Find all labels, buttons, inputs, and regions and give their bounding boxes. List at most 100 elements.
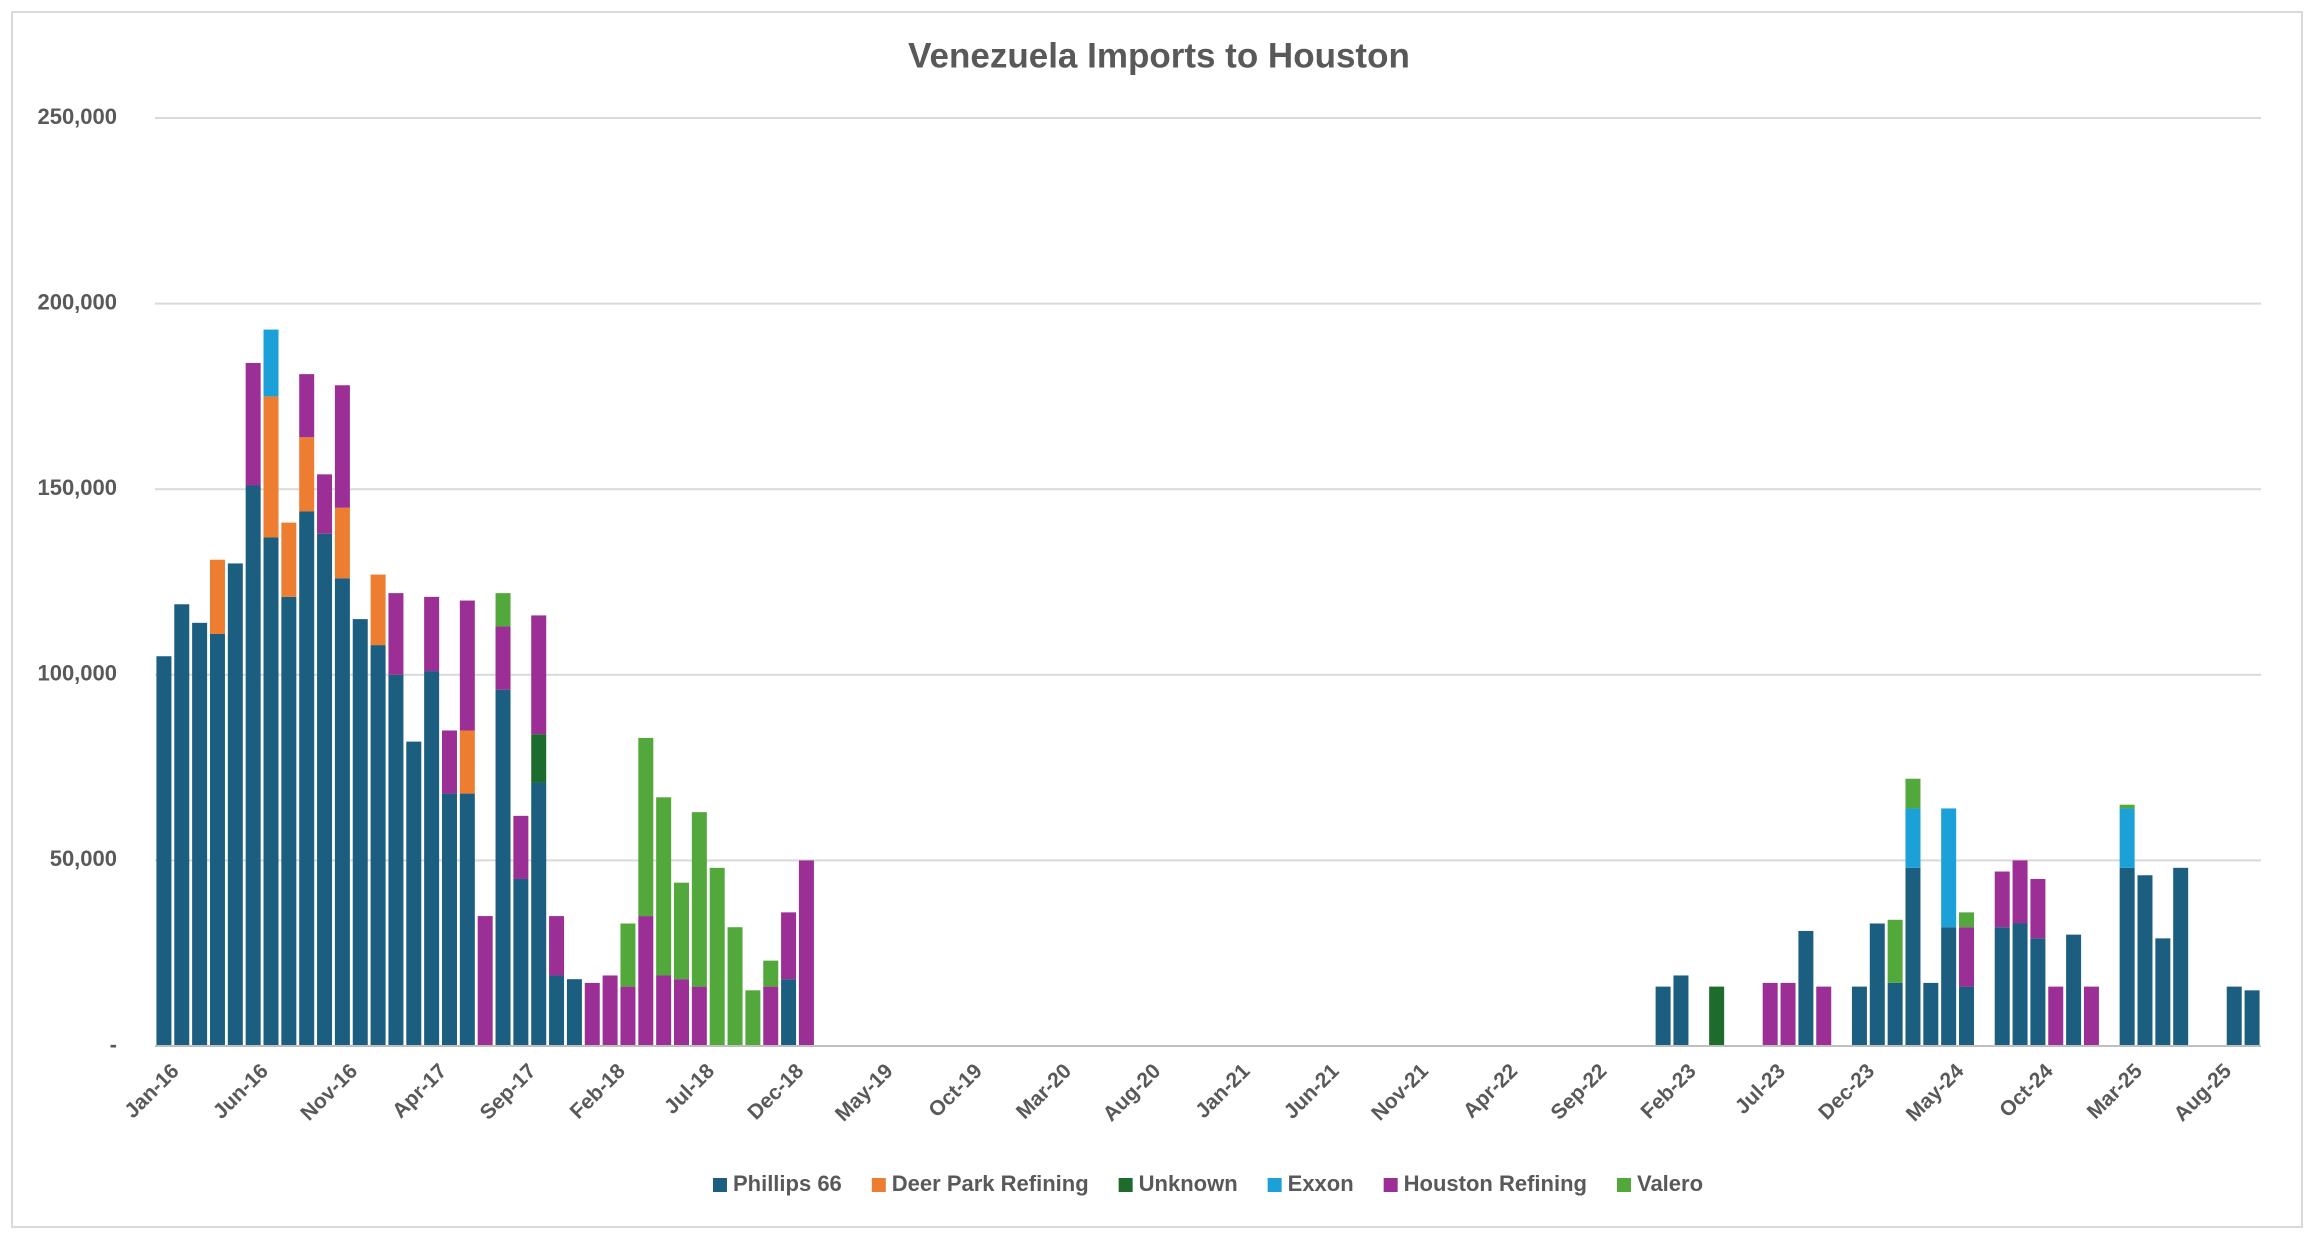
bar-segment	[691, 986, 707, 1046]
bar-segment	[227, 563, 243, 1046]
legend-label: Phillips 66	[733, 1171, 842, 1196]
bar-segment	[1762, 982, 1778, 1046]
bar-segment	[602, 975, 618, 1046]
bar-segment	[299, 437, 315, 512]
bar-segment	[531, 615, 547, 735]
bar-segment	[798, 860, 814, 1046]
bar-segment	[763, 986, 779, 1046]
legend-swatch	[871, 1178, 886, 1192]
bar-segment	[656, 975, 672, 1046]
bar-segment	[2119, 804, 2135, 809]
bar-segment	[495, 593, 511, 627]
bar-segment	[2030, 878, 2046, 939]
bar-segment	[1941, 927, 1957, 1046]
bar-segment	[1905, 808, 1921, 868]
bar-segment	[352, 619, 368, 1046]
bar-segment	[2030, 938, 2046, 1046]
bar-segment	[281, 596, 297, 1046]
bar-segment	[1655, 986, 1671, 1046]
bar-segment	[620, 923, 636, 987]
bar-segment	[156, 656, 172, 1046]
bar-segment	[2066, 934, 2082, 1046]
y-tick-label: 50,000	[50, 846, 117, 871]
y-tick-label: 100,000	[37, 661, 117, 686]
bar-segment	[317, 533, 333, 1046]
legend-swatch	[1383, 1178, 1398, 1192]
bar-segment	[674, 979, 689, 1046]
legend-label: Unknown	[1139, 1171, 1238, 1196]
legend-label: Houston Refining	[1404, 1171, 1587, 1196]
bar-segment	[441, 730, 457, 794]
bar-segment	[531, 734, 547, 783]
bar-segment	[174, 604, 190, 1046]
bar-segment	[388, 674, 404, 1046]
bar-segment	[2012, 923, 2028, 1046]
bar-segment	[1673, 975, 1689, 1046]
bar-segment	[531, 782, 547, 1046]
legend-label: Valero	[1637, 1171, 1703, 1196]
bar-segment	[691, 812, 707, 987]
bar-segment	[334, 578, 350, 1046]
bar-segment	[209, 633, 225, 1046]
bar-segment	[209, 559, 225, 634]
bar-segment	[656, 797, 672, 976]
bar-segment	[2155, 938, 2171, 1046]
bar-segment	[1780, 982, 1796, 1046]
bar-segment	[584, 982, 600, 1046]
bar-segment	[513, 815, 529, 879]
bar-segment	[334, 507, 350, 579]
bar-segment	[2119, 808, 2135, 868]
bar-segment	[245, 362, 261, 486]
bar-segment	[2119, 867, 2135, 1046]
bar-segment	[441, 793, 457, 1046]
bar-segment	[2083, 986, 2099, 1046]
bar-segment	[638, 737, 654, 917]
bar-segment	[299, 511, 315, 1046]
bar-segment	[1798, 930, 1814, 1046]
bar-segment	[317, 474, 333, 534]
bar-segment	[370, 645, 386, 1046]
bar-segment	[1994, 871, 2010, 928]
bar-segment	[477, 916, 493, 1046]
bar-segment	[1941, 808, 1957, 928]
bar-segment	[2173, 867, 2189, 1046]
bar-segment	[1851, 986, 1867, 1046]
y-tick-label: 250,000	[37, 104, 117, 129]
bar-segment	[638, 916, 654, 1046]
bar-segment	[1905, 867, 1921, 1046]
bar-segment	[2226, 986, 2242, 1046]
bar-segment	[263, 329, 279, 397]
legend-swatch	[1118, 1178, 1133, 1192]
bar-segment	[424, 596, 440, 672]
bar-segment	[388, 593, 404, 675]
bar-segment	[549, 916, 565, 976]
bar-segment	[1709, 986, 1725, 1046]
bar-segment	[727, 927, 743, 1046]
bar-segment	[549, 975, 565, 1046]
bar-segment	[424, 671, 440, 1046]
bar-segment	[513, 878, 529, 1046]
bar-segment	[495, 626, 511, 690]
bar-segment	[459, 793, 475, 1046]
chart-title: Venezuela Imports to Houston	[908, 36, 1410, 75]
bar-segment	[763, 960, 779, 987]
legend-label: Exxon	[1288, 1171, 1354, 1196]
bar-segment	[281, 522, 297, 597]
bar-segment	[2048, 986, 2064, 1046]
bar-segment	[1959, 986, 1975, 1046]
bar-segment	[263, 537, 279, 1046]
bar-segment	[1905, 778, 1921, 809]
bar-segment	[459, 730, 475, 794]
bar-segment	[1959, 912, 1975, 928]
y-tick-label: 150,000	[37, 475, 117, 500]
bar-segment	[566, 979, 582, 1046]
bar-segment	[2244, 990, 2260, 1046]
bar-segment	[1887, 982, 1903, 1046]
bar-segment	[781, 912, 797, 980]
bar-segment	[2012, 860, 2028, 924]
bar-segment	[620, 986, 636, 1046]
bar-segment	[495, 689, 511, 1046]
bar-segment	[1959, 927, 1975, 987]
